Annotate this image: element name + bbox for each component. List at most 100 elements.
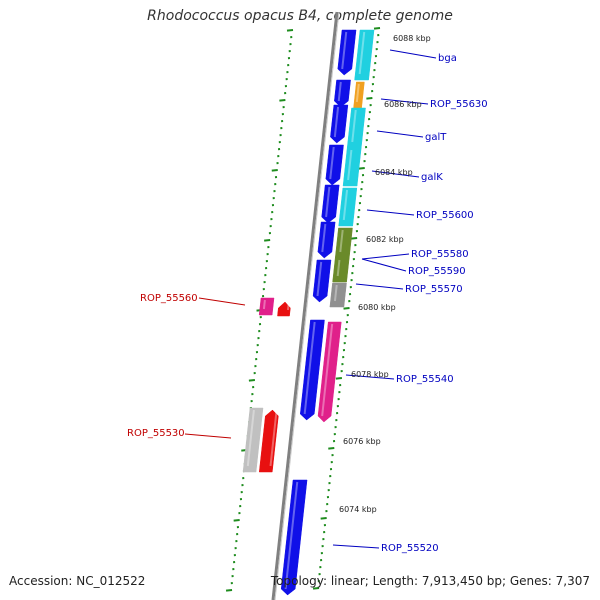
kbp-marker-6076: 6076 kbp [343,437,381,446]
kbp-marker-6086: 6086 kbp [384,100,422,109]
connector-rop-55600 [366,209,415,216]
gene-label-rop-55560[interactable]: ROP_55560 [140,293,198,304]
gene-label-rop-55530[interactable]: ROP_55530 [127,428,185,439]
gene-rop-55580[interactable] [334,227,353,259]
gene-label-rop-55540[interactable]: ROP_55540 [396,374,454,385]
gene-rop-55630-shine [355,83,360,103]
connector-rop-55580 [361,253,410,260]
connector-rop-55540 [345,374,395,380]
forward-gene-blue-8-body[interactable] [299,319,325,421]
tick-mark [373,27,381,30]
connector-galk [371,170,420,178]
gene-rop-55570[interactable] [329,282,347,308]
gene-bga[interactable] [354,29,375,81]
gene-rop-55600-shine [342,189,349,221]
tick-mark [279,99,286,102]
map-title: Rhodococcus opacus B4, complete genome [147,8,453,24]
forward-gene-blue-3-body[interactable] [330,104,349,144]
gene-label-rop-55600[interactable]: ROP_55600 [416,210,474,221]
tick-mark [366,97,373,100]
forward-gene-blue-1-body[interactable] [337,29,357,76]
tick-mark [351,237,358,240]
kbp-marker-6082: 6082 kbp [366,235,404,244]
forward-gene-blue-6[interactable] [317,221,336,259]
gene-rop-55530-b[interactable] [258,409,279,473]
forward-gene-blue-9[interactable] [280,479,308,596]
forward-gene-blue-9-shine [284,481,299,590]
tick-mark [328,447,335,450]
tick-mark [225,589,233,592]
gene-label-rop-55570[interactable]: ROP_55570 [405,284,463,295]
forward-gene-blue-3[interactable] [330,104,349,144]
gene-label-galt[interactable]: galT [425,132,447,143]
forward-gene-blue-5-body[interactable] [321,184,340,224]
gene-rop-55590[interactable] [332,257,350,283]
gene-rop-55540-body[interactable] [317,321,342,423]
gene-rop-55530-a[interactable] [242,407,264,473]
gene-label-galk[interactable]: galK [421,172,443,183]
kbp-markers: 6088 kbp 6086 kbp 6084 kbp 6082 kbp 6080… [339,34,431,514]
tick-mark [271,169,278,172]
gene-label-rop-55520[interactable]: ROP_55520 [381,543,439,554]
gene-rop-55540[interactable] [317,321,342,423]
forward-gene-blue-9-body[interactable] [280,479,308,596]
gene-label-rop-55630[interactable]: ROP_55630 [430,99,488,110]
connector-rop-55570 [355,283,404,290]
forward-gene-blue-6-shine [321,223,327,253]
gene-label-rop-55580[interactable]: ROP_55580 [411,249,469,260]
tick-mark [264,239,271,242]
gene-rop-55580-body[interactable] [334,227,353,259]
forward-gene-blue-4-body[interactable] [325,144,344,186]
gene-rop-55600-body[interactable] [338,187,358,227]
gene-galt[interactable] [346,107,366,149]
gene-bga-body[interactable] [354,29,375,81]
gene-galk-body[interactable] [342,147,362,187]
gene-bga-shine [358,31,366,75]
forward-gene-blue-5[interactable] [321,184,340,224]
forward-gene-blue-5-shine [325,186,331,218]
forward-gene-blue-2-shine [337,81,342,102]
gene-rop-55590-shine [336,259,341,277]
connector-rop-55530 [184,433,232,439]
forward-gene-blue-7-body[interactable] [312,259,332,303]
gene-rop-55580-shine [339,229,344,253]
forward-gene-blue-7-shine [316,261,323,297]
forward-gene-blue-3-shine [333,106,340,138]
gene-rop-55540-shine [321,323,334,417]
forward-gene-blue-4[interactable] [325,144,344,186]
forward-gene-blue-1[interactable] [337,29,357,76]
connector-rop-55590 [361,258,407,272]
forward-gene-blue-6-body[interactable] [317,221,336,259]
gene-label-rop-55590[interactable]: ROP_55590 [408,266,466,277]
gene-label-bga[interactable]: bga [438,53,457,64]
tick-mark [248,379,256,382]
accession-text: Accession: NC_012522 [9,574,146,588]
gene-rop-55530-a-body[interactable] [242,407,264,473]
gene-rop-55560-b-shine [286,303,290,311]
gene-rop-55530-b-body[interactable] [258,409,279,473]
kbp-marker-6080: 6080 kbp [358,303,396,312]
genome-backbone-highlight [274,11,340,600]
gene-rop-55560-a[interactable] [258,297,275,316]
forward-gene-blue-2-body[interactable] [334,79,351,108]
gene-rop-55590-body[interactable] [332,257,350,283]
gene-galk[interactable] [342,147,362,187]
forward-gene-blue-2[interactable] [334,79,351,108]
genome-backbone [271,11,339,600]
forward-gene-blue-1-shine [341,31,348,70]
gene-rop-55570-body[interactable] [329,282,347,308]
tick-mark [343,307,350,310]
forward-gene-blue-8[interactable] [299,319,325,421]
connector-rop-55560 [198,297,246,306]
forward-gene-blue-7[interactable] [312,259,332,303]
gene-rop-55600[interactable] [338,187,358,227]
gene-galt-body[interactable] [346,107,366,149]
forward-gene-blue-8-shine [303,321,316,415]
gene-rop-55560-a-body[interactable] [258,297,275,316]
kbp-marker-6088: 6088 kbp [393,34,431,43]
gene-rop-55560-b-body[interactable] [277,301,291,317]
gene-rop-55630[interactable] [353,81,365,109]
gene-rop-55560-b[interactable] [277,301,291,317]
gene-rop-55560-a-shine [262,299,266,310]
